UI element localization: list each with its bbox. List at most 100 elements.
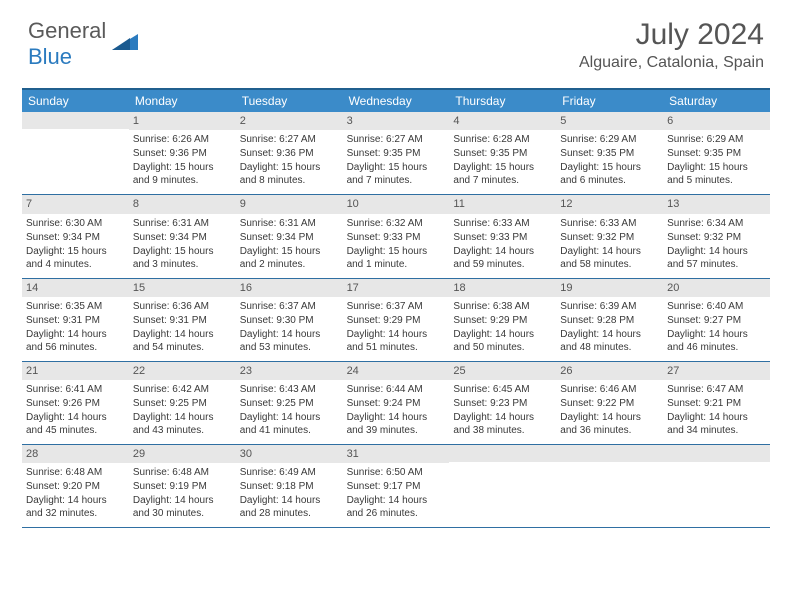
- day-number: 16: [236, 279, 343, 297]
- sunrise-line: Sunrise: 6:49 AM: [240, 466, 339, 479]
- day-cell: 30Sunrise: 6:49 AMSunset: 9:18 PMDayligh…: [236, 445, 343, 527]
- daylight-line: Daylight: 14 hours and 56 minutes.: [26, 328, 125, 354]
- daylight-line: Daylight: 14 hours and 38 minutes.: [453, 411, 552, 437]
- sunrise-line: Sunrise: 6:35 AM: [26, 300, 125, 313]
- day-number: 1: [129, 112, 236, 130]
- dow-cell: Tuesday: [236, 90, 343, 112]
- daylight-line: Daylight: 15 hours and 6 minutes.: [560, 161, 659, 187]
- daylight-line: Daylight: 14 hours and 30 minutes.: [133, 494, 232, 520]
- sunrise-line: Sunrise: 6:33 AM: [560, 217, 659, 230]
- week-row: 14Sunrise: 6:35 AMSunset: 9:31 PMDayligh…: [22, 279, 770, 362]
- sunrise-line: Sunrise: 6:26 AM: [133, 133, 232, 146]
- sunset-line: Sunset: 9:25 PM: [240, 397, 339, 410]
- sunrise-line: Sunrise: 6:44 AM: [347, 383, 446, 396]
- day-cell: [449, 445, 556, 527]
- daylight-line: Daylight: 15 hours and 5 minutes.: [667, 161, 766, 187]
- dow-cell: Monday: [129, 90, 236, 112]
- day-cell: 29Sunrise: 6:48 AMSunset: 9:19 PMDayligh…: [129, 445, 236, 527]
- day-cell: 15Sunrise: 6:36 AMSunset: 9:31 PMDayligh…: [129, 279, 236, 361]
- sunset-line: Sunset: 9:22 PM: [560, 397, 659, 410]
- sunset-line: Sunset: 9:35 PM: [347, 147, 446, 160]
- daylight-line: Daylight: 15 hours and 9 minutes.: [133, 161, 232, 187]
- day-cell: 8Sunrise: 6:31 AMSunset: 9:34 PMDaylight…: [129, 195, 236, 277]
- day-cell: 9Sunrise: 6:31 AMSunset: 9:34 PMDaylight…: [236, 195, 343, 277]
- sunrise-line: Sunrise: 6:41 AM: [26, 383, 125, 396]
- day-number: 11: [449, 195, 556, 213]
- sunset-line: Sunset: 9:31 PM: [133, 314, 232, 327]
- sunset-line: Sunset: 9:18 PM: [240, 480, 339, 493]
- day-number: 21: [22, 362, 129, 380]
- day-cell: [22, 112, 129, 194]
- day-number: 8: [129, 195, 236, 213]
- logo-text-general: General: [28, 18, 106, 43]
- sunrise-line: Sunrise: 6:33 AM: [453, 217, 552, 230]
- sunrise-line: Sunrise: 6:31 AM: [133, 217, 232, 230]
- sunrise-line: Sunrise: 6:46 AM: [560, 383, 659, 396]
- day-number: 6: [663, 112, 770, 130]
- day-number: 20: [663, 279, 770, 297]
- daylight-line: Daylight: 14 hours and 46 minutes.: [667, 328, 766, 354]
- day-cell: 7Sunrise: 6:30 AMSunset: 9:34 PMDaylight…: [22, 195, 129, 277]
- sunset-line: Sunset: 9:34 PM: [240, 231, 339, 244]
- logo-text-blue: Blue: [28, 44, 72, 69]
- day-cell: [556, 445, 663, 527]
- day-cell: 19Sunrise: 6:39 AMSunset: 9:28 PMDayligh…: [556, 279, 663, 361]
- day-number: 3: [343, 112, 450, 130]
- daylight-line: Daylight: 14 hours and 32 minutes.: [26, 494, 125, 520]
- sunset-line: Sunset: 9:36 PM: [133, 147, 232, 160]
- day-number: 15: [129, 279, 236, 297]
- day-number: 27: [663, 362, 770, 380]
- day-cell: 1 Sunrise: 6:26 AMSunset: 9:36 PMDaylight…: [129, 112, 236, 194]
- logo-text: General Blue: [28, 18, 106, 70]
- weeks-container: 1Sunrise: 6:26 AMSunset: 9:36 PMDaylight…: [22, 112, 770, 528]
- day-cell: 10Sunrise: 6:32 AMSunset: 9:33 PMDayligh…: [343, 195, 450, 277]
- daylight-line: Daylight: 14 hours and 51 minutes.: [347, 328, 446, 354]
- day-cell: 24Sunrise: 6:44 AMSunset: 9:24 PMDayligh…: [343, 362, 450, 444]
- dow-cell: Thursday: [449, 90, 556, 112]
- empty-day-header: [22, 112, 129, 129]
- daylight-line: Daylight: 15 hours and 7 minutes.: [347, 161, 446, 187]
- day-cell: 25Sunrise: 6:45 AMSunset: 9:23 PMDayligh…: [449, 362, 556, 444]
- daylight-line: Daylight: 14 hours and 28 minutes.: [240, 494, 339, 520]
- sunrise-line: Sunrise: 6:43 AM: [240, 383, 339, 396]
- sunrise-line: Sunrise: 6:48 AM: [133, 466, 232, 479]
- week-row: 1Sunrise: 6:26 AMSunset: 9:36 PMDaylight…: [22, 112, 770, 195]
- sunset-line: Sunset: 9:17 PM: [347, 480, 446, 493]
- daylight-line: Daylight: 14 hours and 59 minutes.: [453, 245, 552, 271]
- dow-cell: Wednesday: [343, 90, 450, 112]
- sunrise-line: Sunrise: 6:37 AM: [347, 300, 446, 313]
- day-cell: 2Sunrise: 6:27 AMSunset: 9:36 PMDaylight…: [236, 112, 343, 194]
- day-cell: 12Sunrise: 6:33 AMSunset: 9:32 PMDayligh…: [556, 195, 663, 277]
- sunset-line: Sunset: 9:25 PM: [133, 397, 232, 410]
- month-title: July 2024: [579, 18, 764, 52]
- day-cell: 26Sunrise: 6:46 AMSunset: 9:22 PMDayligh…: [556, 362, 663, 444]
- sunrise-line: Sunrise: 6:34 AM: [667, 217, 766, 230]
- day-number: 5: [556, 112, 663, 130]
- daylight-line: Daylight: 14 hours and 48 minutes.: [560, 328, 659, 354]
- sunset-line: Sunset: 9:30 PM: [240, 314, 339, 327]
- daylight-line: Daylight: 15 hours and 7 minutes.: [453, 161, 552, 187]
- days-of-week-row: SundayMondayTuesdayWednesdayThursdayFrid…: [22, 90, 770, 112]
- day-cell: 17Sunrise: 6:37 AMSunset: 9:29 PMDayligh…: [343, 279, 450, 361]
- daylight-line: Daylight: 15 hours and 8 minutes.: [240, 161, 339, 187]
- sunrise-line: Sunrise: 6:32 AM: [347, 217, 446, 230]
- sunrise-line: Sunrise: 6:39 AM: [560, 300, 659, 313]
- sunset-line: Sunset: 9:27 PM: [667, 314, 766, 327]
- sunset-line: Sunset: 9:29 PM: [347, 314, 446, 327]
- daylight-line: Daylight: 15 hours and 1 minute.: [347, 245, 446, 271]
- sunset-line: Sunset: 9:32 PM: [560, 231, 659, 244]
- sunrise-line: Sunrise: 6:30 AM: [26, 217, 125, 230]
- day-number: 24: [343, 362, 450, 380]
- day-number: 19: [556, 279, 663, 297]
- sunset-line: Sunset: 9:34 PM: [133, 231, 232, 244]
- sunrise-line: Sunrise: 6:47 AM: [667, 383, 766, 396]
- sunset-line: Sunset: 9:33 PM: [453, 231, 552, 244]
- title-block: July 2024 Alguaire, Catalonia, Spain: [579, 18, 764, 72]
- dow-cell: Sunday: [22, 90, 129, 112]
- day-number: 12: [556, 195, 663, 213]
- empty-day-header: [556, 445, 663, 462]
- sunset-line: Sunset: 9:35 PM: [667, 147, 766, 160]
- sunrise-line: Sunrise: 6:28 AM: [453, 133, 552, 146]
- daylight-line: Daylight: 14 hours and 26 minutes.: [347, 494, 446, 520]
- day-number: 10: [343, 195, 450, 213]
